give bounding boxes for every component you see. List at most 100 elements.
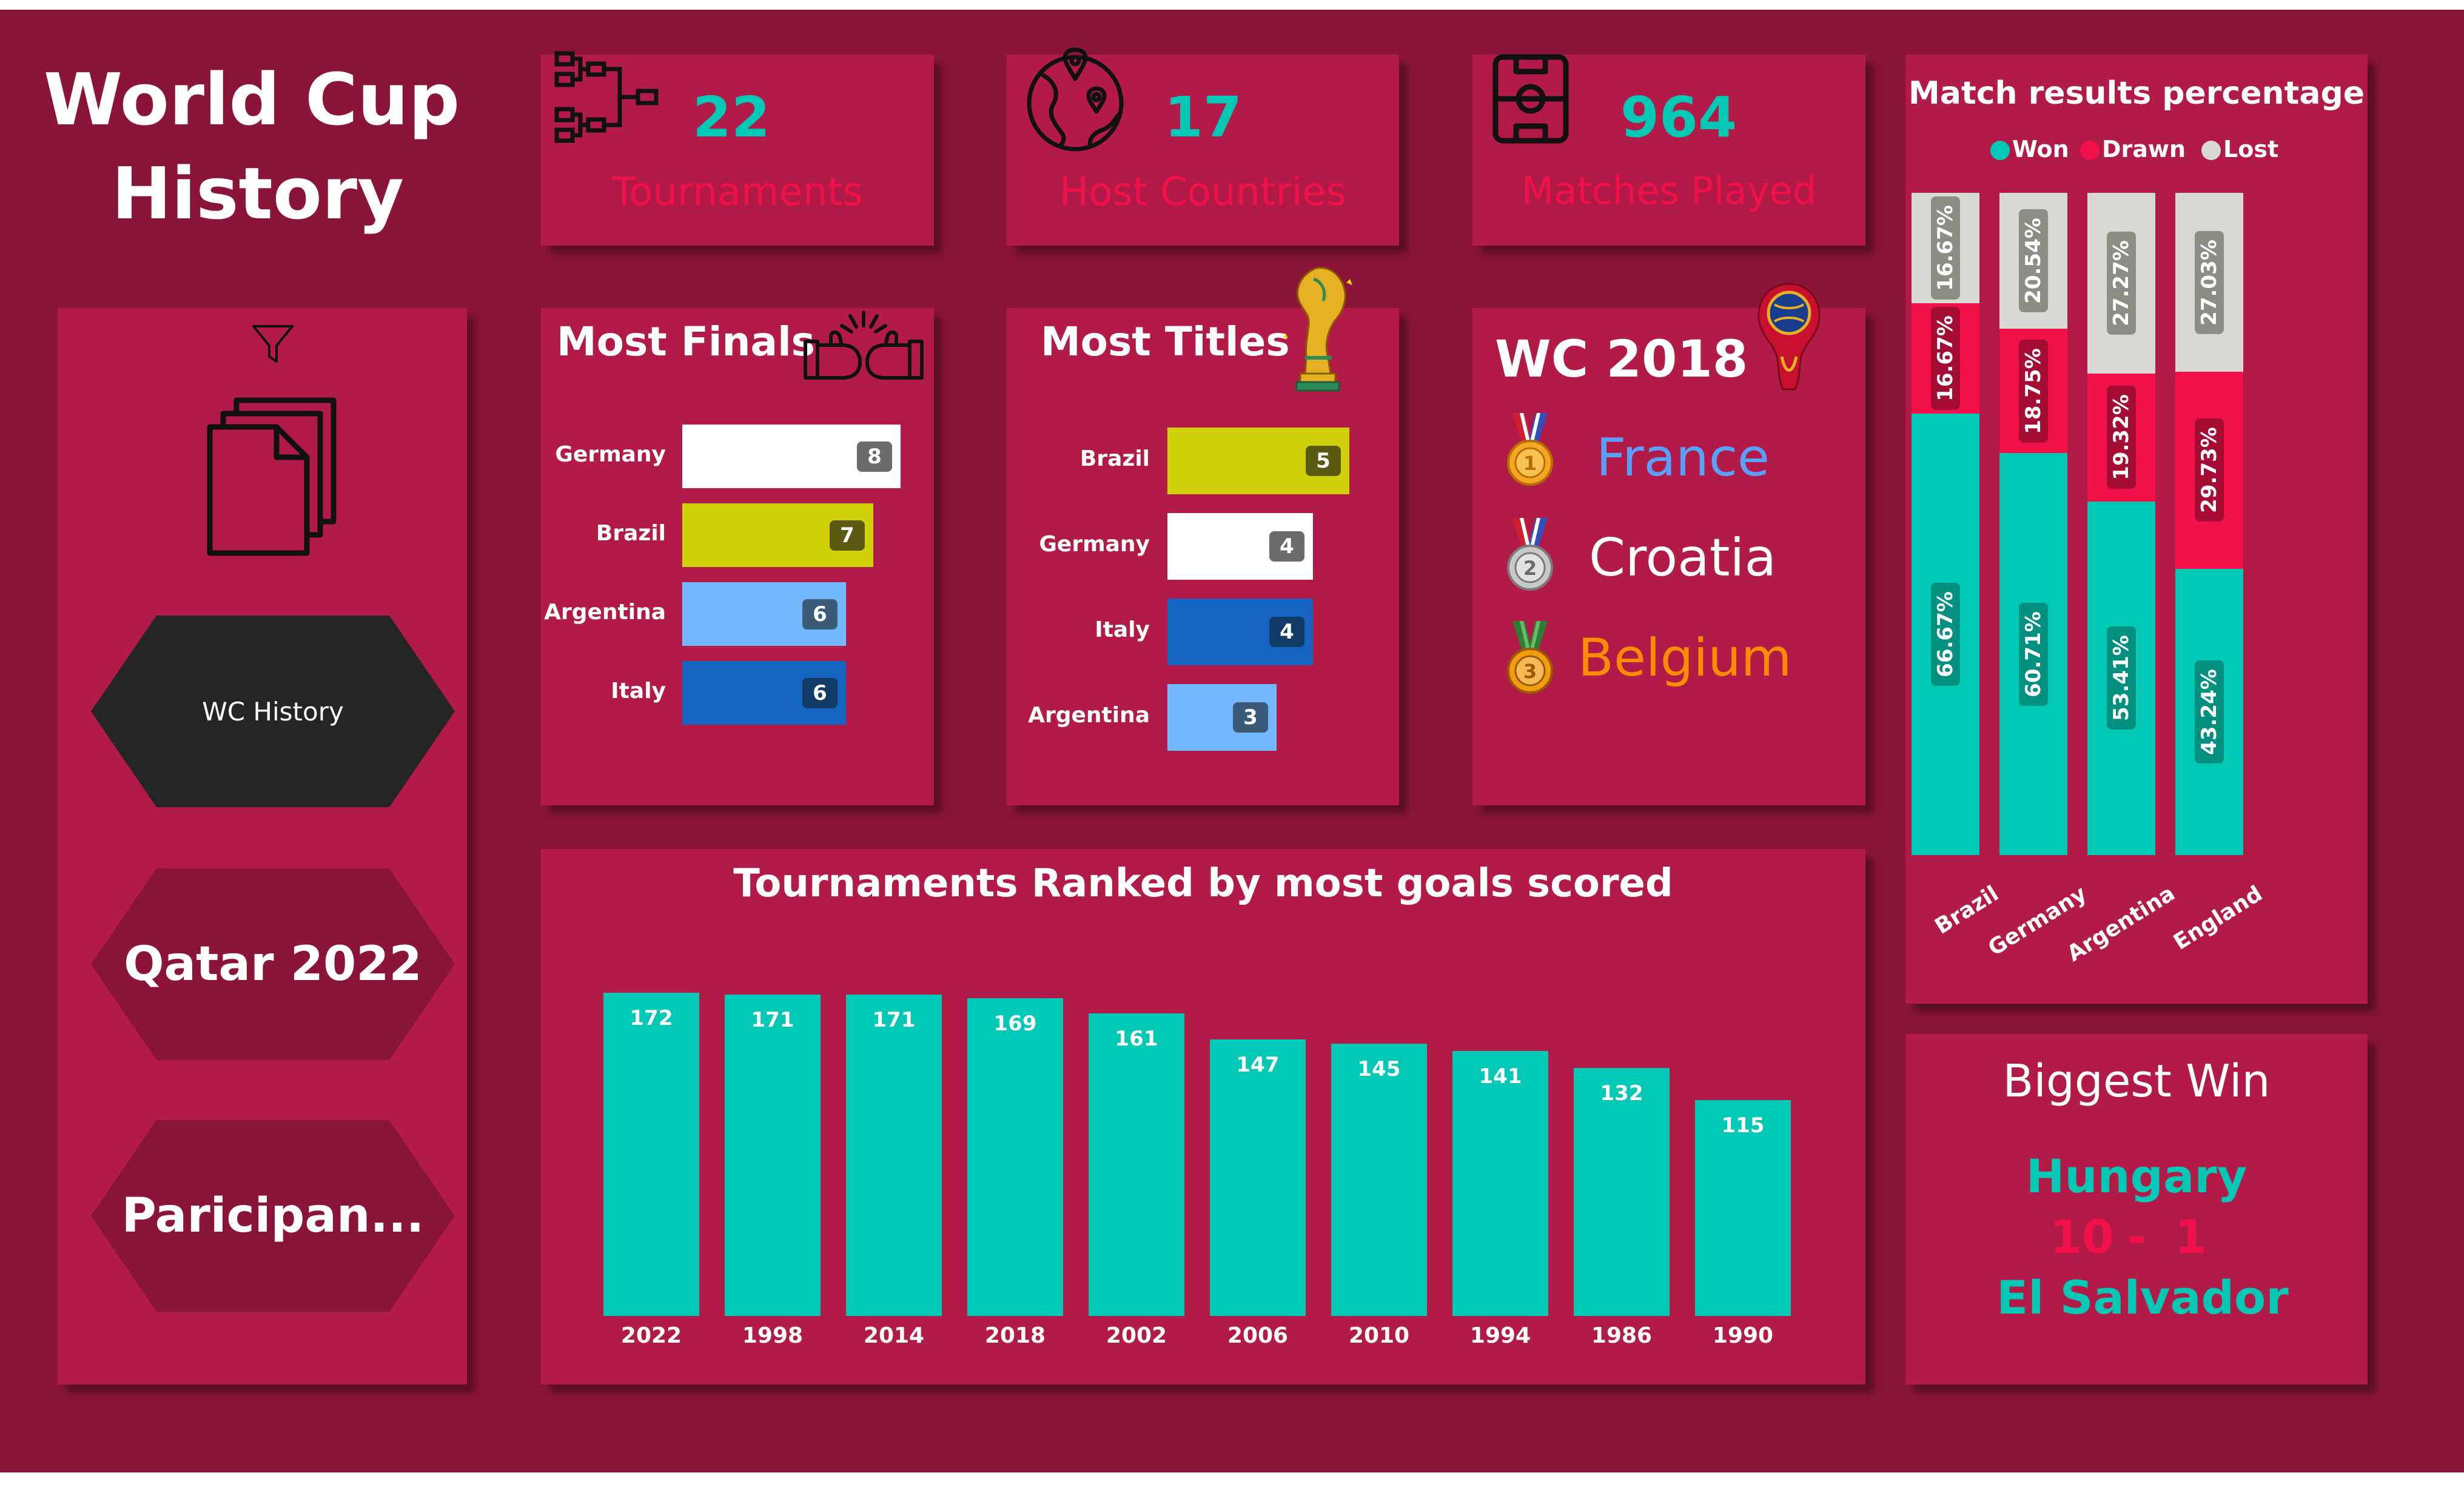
wc2018-third-place: Belgium [1578, 628, 1792, 688]
silver-medal-icon: 2 [1507, 518, 1553, 591]
globe-icon [1027, 47, 1124, 152]
kpi-value-matches-played: 964 [1620, 85, 1737, 150]
finals-value-label: 6 [802, 677, 838, 708]
goals-bar [967, 998, 1063, 1316]
goals-bar [1695, 1099, 1791, 1316]
goals-value-label: 132 [1600, 1081, 1643, 1106]
titles-value-label: 3 [1233, 702, 1268, 733]
pitch-icon [1492, 54, 1569, 144]
goals-value-label: 171 [751, 1008, 794, 1033]
svg-text:3: 3 [1523, 660, 1537, 683]
gold-medal-icon: 1 [1507, 413, 1553, 486]
finals-category-label: Argentina [544, 599, 666, 625]
goals-bar [1452, 1051, 1548, 1316]
wc-history-button[interactable]: WC History [91, 616, 455, 807]
filter-icon[interactable] [249, 320, 297, 369]
goals-category-label: 1990 [1712, 1323, 1774, 1348]
bronze-medal-icon: 3 [1507, 621, 1553, 694]
goals-bar [725, 995, 821, 1316]
titles-value-label: 4 [1269, 617, 1304, 647]
goals-value-label: 147 [1236, 1053, 1280, 1078]
titles-category-label: Italy [1095, 617, 1150, 642]
goals-category-label: 2018 [984, 1323, 1046, 1348]
match-results-title: Match results percentage [1908, 75, 2365, 112]
participants-label: Paricipan... [121, 1189, 425, 1243]
legend-label: Drawn [2102, 136, 2186, 163]
wc2018-emblem-icon [1757, 283, 1821, 391]
biggest-win-title: Biggest Win [2002, 1055, 2271, 1107]
goals-bar [1089, 1013, 1184, 1316]
goals-value-label: 172 [629, 1006, 673, 1030]
stacked-value-label: 18.75% [2019, 339, 2048, 443]
finals-category-label: Italy [611, 678, 666, 703]
goals-category-label: 2014 [863, 1323, 925, 1348]
stacked-value-label: 29.73% [2195, 418, 2224, 522]
boxing-gloves-icon [804, 310, 924, 380]
stacked-value-label: 60.71% [2019, 602, 2048, 706]
goals-value-label: 169 [993, 1012, 1037, 1036]
goals-bar [1331, 1043, 1427, 1316]
qatar-2022-button[interactable]: Qatar 2022 [91, 868, 455, 1060]
goals-value-label: 141 [1479, 1064, 1522, 1089]
titles-category-label: Germany [1039, 532, 1150, 557]
finals-category-label: Brazil [596, 520, 666, 546]
stacked-value-label: 16.67% [1931, 307, 1960, 410]
goals-category-label: 2022 [620, 1323, 682, 1348]
biggest-win-winner: Hungary [2026, 1149, 2247, 1203]
goals-chart-title: Tournaments Ranked by most goals scored [733, 861, 1673, 906]
most-finals-title: Most Finals [557, 318, 815, 365]
wc-history-label: WC History [202, 696, 344, 727]
goals-category-label: 2002 [1106, 1323, 1167, 1348]
goals-category-label: 2010 [1348, 1323, 1410, 1348]
biggest-win-score-home: 10 [2050, 1210, 2114, 1264]
documents-icon [207, 397, 337, 556]
stacked-value-label: 66.67% [1931, 583, 1960, 686]
finals-value-label: 6 [802, 599, 838, 629]
stacked-value-label: 53.41% [2107, 626, 2136, 730]
biggest-win-card [1905, 1034, 2368, 1385]
kpi-label-host-countries: Host Countries [1059, 170, 1346, 215]
goals-bar [846, 995, 942, 1316]
titles-value-label: 5 [1306, 446, 1341, 476]
goals-category-label: 1986 [1591, 1323, 1653, 1348]
bracket-icon [554, 51, 659, 143]
participants-button[interactable]: Paricipan... [91, 1120, 455, 1312]
finals-category-label: Germany [555, 441, 666, 467]
goals-value-label: 115 [1721, 1113, 1765, 1138]
goals-value-label: 145 [1357, 1056, 1401, 1081]
finals-value-label: 7 [830, 520, 865, 551]
wc2018-runner-up: Croatia [1589, 528, 1777, 588]
goals-bar [603, 993, 699, 1316]
stacked-value-label: 19.32% [2107, 386, 2136, 489]
titles-value-label: 4 [1269, 531, 1304, 562]
kpi-value-tournaments: 22 [693, 85, 771, 150]
goals-bar [1574, 1067, 1670, 1316]
biggest-win-loser: El Salvador [1996, 1270, 2289, 1324]
goals-category-label: 1998 [742, 1323, 804, 1348]
kpi-value-host-countries: 17 [1164, 85, 1243, 150]
page-title-line2: History [111, 152, 405, 235]
titles-category-label: Argentina [1028, 703, 1150, 728]
kpi-card-tournaments [541, 55, 934, 246]
legend-marker [2080, 141, 2100, 160]
stacked-value-label: 20.54% [2019, 209, 2048, 312]
goals-bar [1210, 1039, 1306, 1316]
page-title-line1: World Cup [43, 58, 460, 141]
wc2018-title: WC 2018 [1495, 329, 1748, 389]
stacked-value-label: 16.67% [1931, 196, 1960, 300]
qatar-2022-label: Qatar 2022 [124, 937, 422, 992]
goals-value-label: 161 [1115, 1027, 1158, 1052]
legend-marker [2201, 141, 2221, 160]
goals-value-label: 171 [872, 1008, 916, 1033]
world-cup-trophy-icon [1283, 267, 1352, 392]
biggest-win-score-away: 1 [2175, 1210, 2207, 1264]
legend-marker [1990, 141, 2010, 160]
most-titles-title: Most Titles [1041, 318, 1290, 365]
titles-category-label: Brazil [1079, 446, 1150, 471]
stacked-value-label: 43.24% [2195, 660, 2224, 764]
goals-category-label: 1994 [1469, 1323, 1531, 1348]
legend-label: Won [2012, 136, 2069, 163]
svg-text:1: 1 [1523, 452, 1537, 475]
finals-value-label: 8 [857, 441, 892, 472]
legend-label: Lost [2223, 136, 2279, 163]
